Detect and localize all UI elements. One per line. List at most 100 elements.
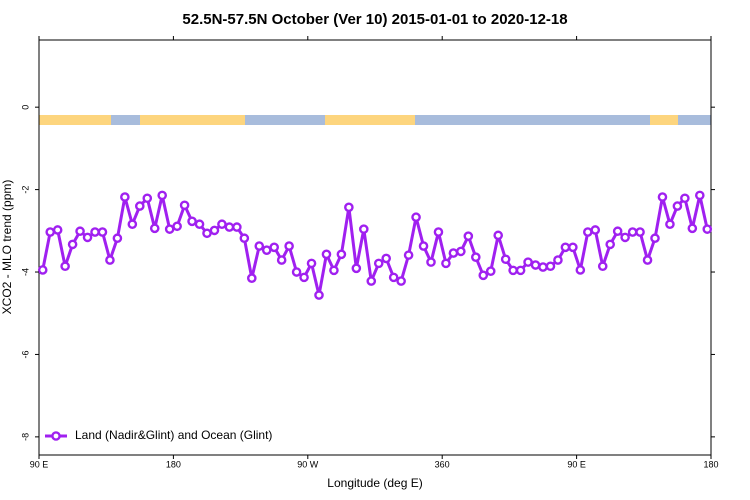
data-point [112, 233, 123, 244]
data-point [120, 192, 130, 202]
data-point [187, 216, 197, 227]
data-point [523, 257, 533, 267]
data-point [493, 230, 504, 241]
data-point [695, 190, 705, 201]
data-point [329, 265, 339, 276]
data-point [381, 253, 392, 264]
plot [37, 190, 713, 300]
data-point [441, 258, 451, 269]
data-point [396, 276, 406, 286]
data-point [575, 265, 586, 275]
x-tick-label: 90 W [297, 459, 319, 469]
data-point [612, 226, 623, 237]
data-point [545, 261, 556, 272]
data-point [426, 257, 436, 267]
data-point [306, 258, 317, 269]
data-point [321, 249, 332, 260]
x-tick-label: 90 E [30, 459, 49, 469]
data-point [276, 255, 287, 265]
data-point [351, 263, 362, 274]
data-point [702, 224, 713, 234]
data-point [134, 201, 145, 211]
data-point [336, 249, 347, 260]
data-point [560, 242, 571, 253]
data-point [291, 267, 302, 277]
data-point [45, 227, 56, 237]
data-point [269, 242, 280, 253]
data-point [515, 265, 526, 276]
data-point [149, 223, 160, 234]
data-point [127, 219, 138, 230]
data-point [403, 250, 414, 260]
data-point [373, 258, 384, 269]
data-point [418, 241, 429, 251]
data-point [642, 255, 653, 265]
data-point [508, 265, 518, 276]
data-point [224, 222, 235, 232]
data-point [172, 221, 182, 232]
data-point [500, 254, 511, 265]
data-point [194, 219, 205, 230]
data-point [553, 255, 563, 265]
series-line [41, 193, 709, 297]
data-point [605, 239, 616, 250]
data-point [82, 232, 93, 243]
data-point [358, 224, 369, 234]
data-point [164, 224, 175, 234]
data-point [680, 193, 690, 204]
data-point [202, 228, 212, 239]
data-point [246, 273, 257, 284]
y-tick-label: 0 [20, 105, 30, 110]
data-point [142, 193, 153, 204]
data-point [433, 227, 444, 237]
y-tick-label: -8 [20, 433, 30, 441]
data-point [261, 245, 272, 255]
data-point [687, 223, 698, 234]
data-point [530, 260, 541, 270]
data-point [254, 241, 265, 251]
data-point [314, 290, 324, 300]
y-axis-label: XCO2 - MLO trend (ppm) [0, 180, 14, 315]
x-tick-label: 180 [703, 459, 718, 469]
data-point [366, 276, 377, 286]
x-tick-label: 360 [435, 459, 450, 469]
data-point [52, 225, 63, 235]
data-point [583, 227, 593, 237]
data-point [657, 192, 668, 202]
y-tick-label: -2 [20, 186, 30, 194]
data-point [568, 242, 578, 253]
x-tick-label: 90 E [567, 459, 586, 469]
chart-title: 52.5N-57.5N October (Ver 10) 2015-01-01 … [182, 11, 567, 28]
x-axis-label: Longitude (deg E) [327, 476, 422, 490]
data-point [179, 200, 190, 211]
data-point [456, 246, 466, 257]
y-tick-label: -6 [20, 350, 30, 358]
y-tick-label: -4 [20, 268, 30, 276]
data-point [538, 262, 548, 272]
data-point [635, 227, 645, 237]
data-point [37, 265, 48, 275]
data-point [411, 212, 421, 223]
data-point [597, 261, 608, 272]
data-point [232, 222, 242, 232]
data-point [388, 272, 399, 283]
data-point [217, 219, 227, 230]
data-point [590, 225, 601, 235]
data-point [284, 241, 294, 251]
data-point [665, 219, 675, 230]
data-point [239, 233, 250, 244]
data-point [672, 201, 683, 211]
data-point [448, 248, 459, 258]
data-point [478, 270, 489, 281]
legend-marker [51, 431, 61, 441]
legend-label: Land (Nadir&Glint) and Ocean (Glint) [75, 428, 272, 442]
data-point [209, 225, 220, 236]
data-point [485, 266, 496, 276]
data-point [75, 226, 85, 237]
data-point [299, 272, 309, 283]
x-tick-label: 180 [166, 459, 181, 469]
data-point [157, 190, 167, 201]
data-point [650, 233, 660, 244]
data-point [344, 202, 354, 213]
